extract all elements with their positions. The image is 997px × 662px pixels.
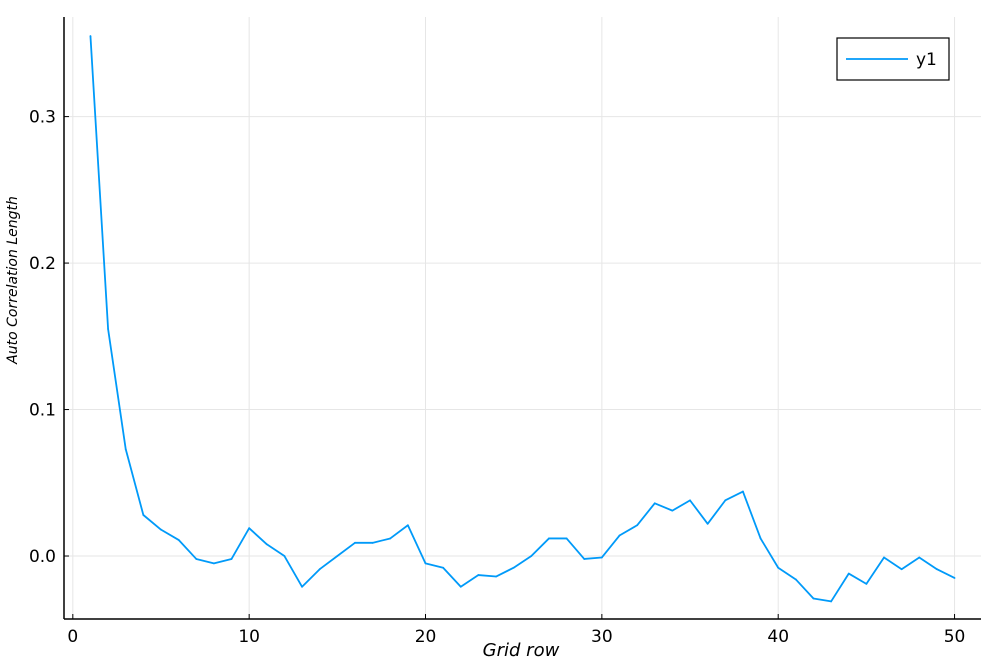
- data-point: [89, 35, 92, 37]
- data-point: [318, 568, 321, 571]
- data-point: [371, 541, 374, 544]
- x-axis-title: Grid row: [483, 640, 560, 661]
- x-tick-label: 10: [238, 627, 260, 647]
- series-line-y1: [89, 35, 955, 603]
- y-axis-title: Auto Correlation Length: [5, 196, 21, 365]
- data-point: [301, 585, 303, 588]
- data-point: [794, 578, 797, 581]
- data-point: [900, 568, 903, 571]
- data-point: [354, 541, 356, 544]
- x-tick-label: 40: [767, 627, 789, 647]
- x-tick-label: 30: [591, 627, 613, 647]
- legend-label-y1: y1: [916, 50, 937, 70]
- data-point: [530, 555, 533, 557]
- data-point: [636, 524, 639, 527]
- data-point: [512, 566, 515, 569]
- data-point: [918, 556, 921, 559]
- data-point: [865, 582, 868, 585]
- data-point: [724, 499, 727, 502]
- data-point: [830, 600, 833, 603]
- data-point: [883, 556, 885, 559]
- data-point: [142, 514, 145, 516]
- data-point: [424, 562, 427, 565]
- data-point: [847, 572, 850, 575]
- data-point: [495, 575, 497, 578]
- axes: [63, 17, 981, 620]
- data-point: [953, 577, 956, 579]
- data-point: [177, 539, 180, 541]
- data-point: [548, 537, 550, 540]
- data-point: [107, 328, 109, 330]
- data-point: [336, 555, 339, 557]
- data-point: [759, 537, 762, 540]
- data-point: [212, 562, 215, 565]
- y-tick-label: 0.3: [29, 108, 56, 128]
- data-point: [565, 537, 568, 540]
- data-point: [283, 555, 286, 557]
- series: [89, 35, 956, 603]
- data-point: [195, 558, 198, 560]
- y-tick-label: 0.1: [29, 401, 56, 421]
- legend: y1: [836, 37, 950, 81]
- data-point: [477, 574, 480, 576]
- data-point: [583, 558, 586, 560]
- data-point: [671, 509, 674, 512]
- x-tick-label: 50: [944, 627, 966, 647]
- data-point: [742, 490, 744, 493]
- x-tick-label: 0: [67, 627, 78, 647]
- data-point: [160, 528, 162, 531]
- data-point: [459, 585, 462, 588]
- data-point: [689, 499, 691, 502]
- y-tick-label: 0.0: [29, 547, 56, 567]
- data-point: [442, 566, 445, 569]
- data-point: [248, 527, 251, 530]
- grid-lines: [64, 17, 981, 619]
- data-point: [124, 448, 127, 450]
- data-point: [777, 566, 780, 569]
- data-point: [389, 537, 392, 540]
- y-ticks: 0.0 0.1 0.2 0.3: [29, 108, 69, 567]
- data-point: [406, 524, 409, 527]
- x-ticks: 0 10 20 30 40 50: [67, 614, 965, 647]
- x-tick-label: 20: [415, 627, 437, 647]
- data-point: [265, 543, 268, 546]
- data-point: [812, 597, 815, 600]
- data-point: [230, 558, 233, 560]
- data-point: [653, 502, 656, 505]
- data-point: [936, 568, 938, 571]
- y-tick-label: 0.2: [29, 254, 56, 274]
- data-point: [618, 534, 621, 537]
- data-point: [600, 556, 603, 559]
- data-point: [706, 522, 709, 525]
